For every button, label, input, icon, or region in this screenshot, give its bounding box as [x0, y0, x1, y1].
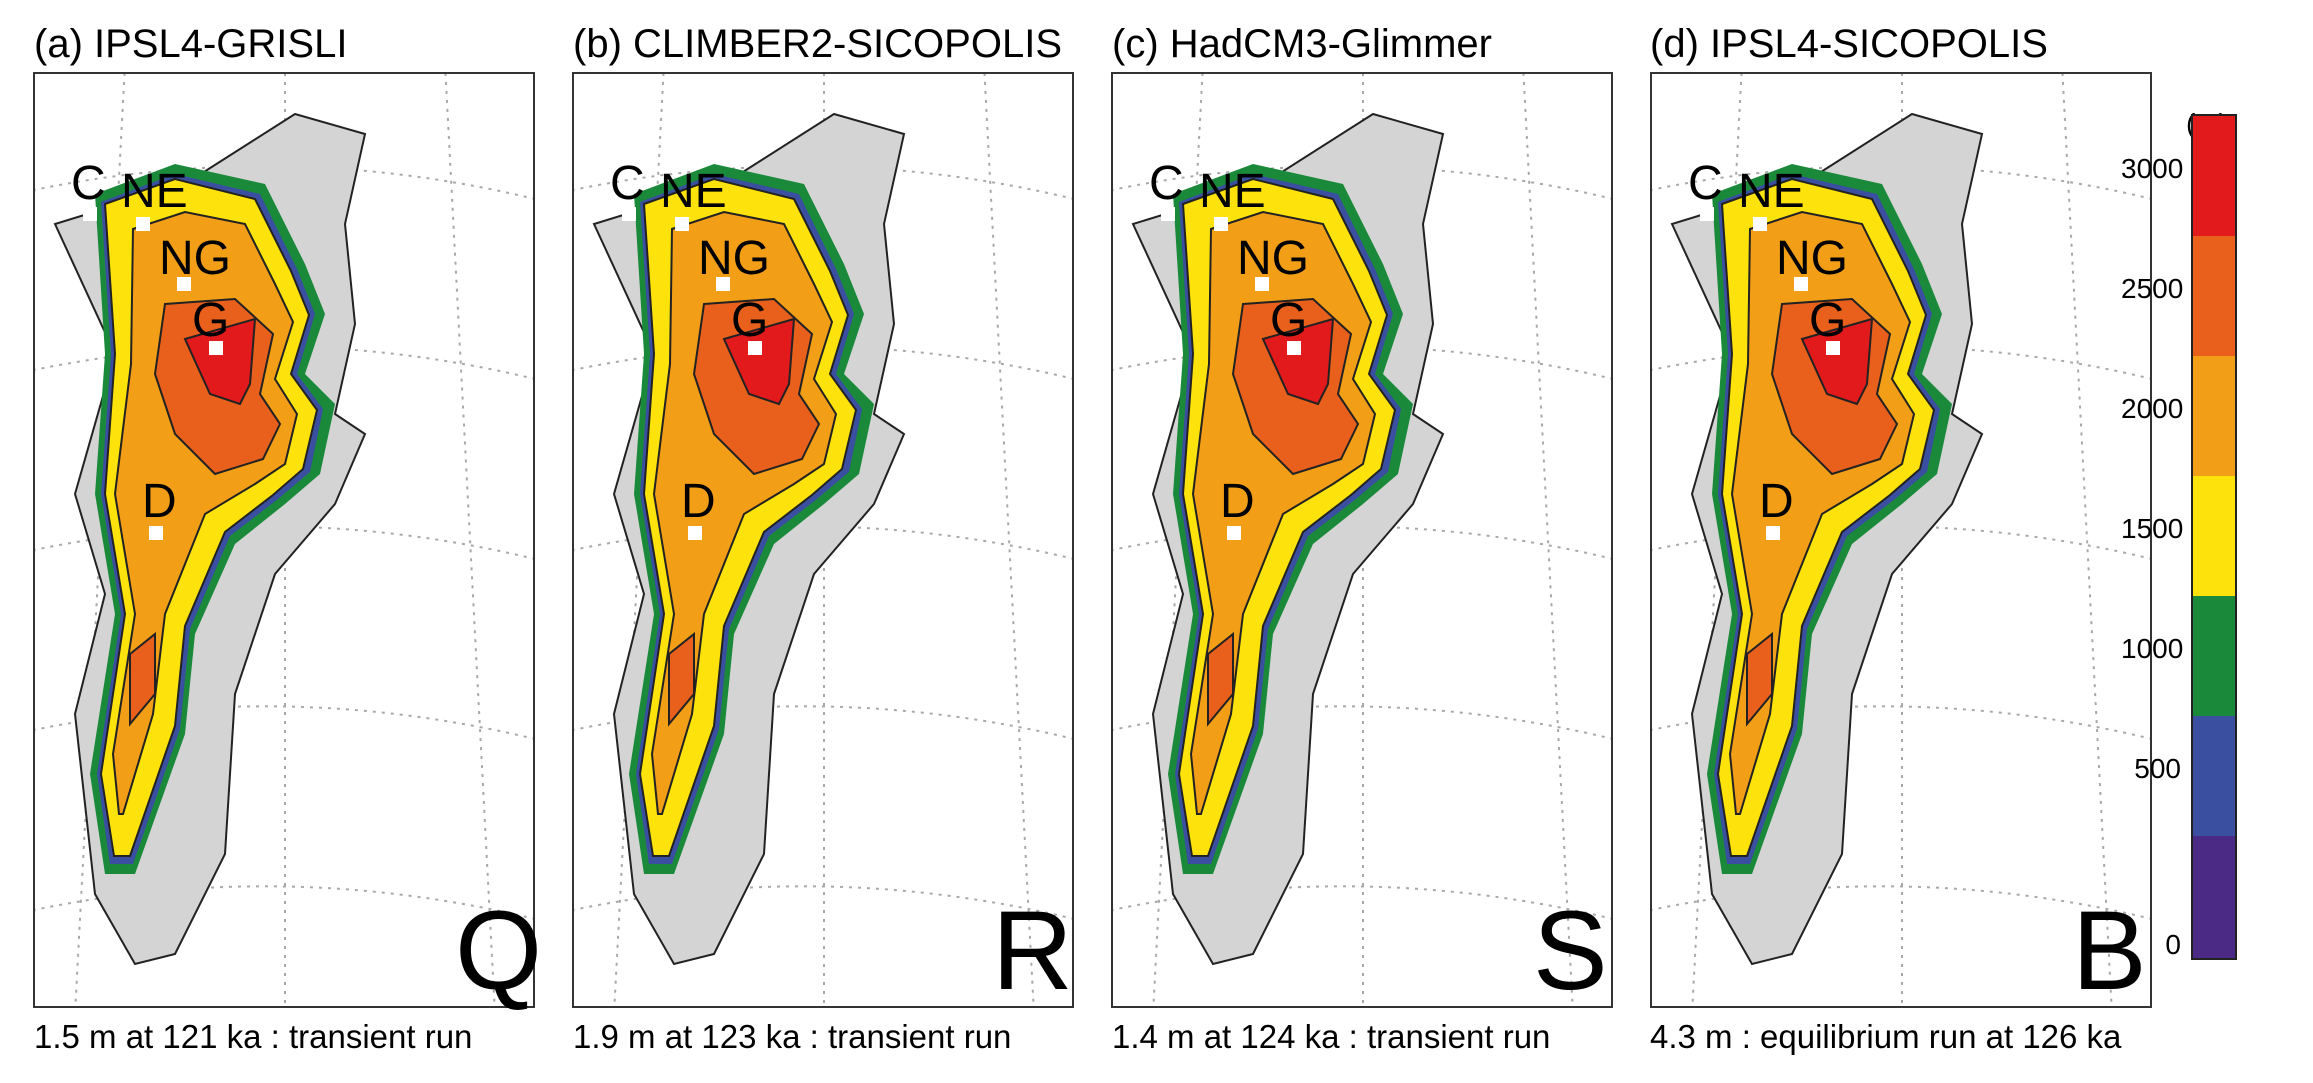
panel-caption: 4.3 m : equilibrium run at 126 ka — [1650, 1018, 2122, 1055]
site-label-g: G — [1809, 294, 1846, 347]
site-label-d: D — [142, 475, 177, 528]
map-frame: C NE NG G D — [1111, 72, 1613, 1008]
site-label-ne: NE — [660, 165, 727, 218]
ice-sheet-map: C NE NG G D — [1652, 74, 2150, 1006]
colorbar-tick-2500: 2500 — [2121, 273, 2184, 304]
site-label-d: D — [1220, 475, 1255, 528]
colorbar-tick-0: 0 — [2165, 929, 2181, 960]
panel-caption: 1.9 m at 123 ka : transient run — [573, 1018, 1012, 1055]
colorbar-tick-500: 500 — [2134, 753, 2181, 784]
site-label-c: C — [1149, 157, 1184, 210]
ice-sheet-map: C NE NG G D — [574, 74, 1072, 1006]
map-frame: C NE NG G D — [33, 72, 535, 1008]
site-label-d: D — [681, 475, 716, 528]
site-label-c: C — [1688, 157, 1723, 210]
site-label-ng: NG — [1237, 232, 1309, 285]
site-label-c: C — [71, 157, 106, 210]
colorbar-tick-3000: 3000 — [2121, 153, 2184, 184]
panel-caption: 1.4 m at 124 ka : transient run — [1112, 1018, 1551, 1055]
colorbar — [2191, 114, 2237, 960]
colorbar-tick-1000: 1000 — [2121, 633, 2184, 664]
panel-caption: 1.5 m at 121 ka : transient run — [34, 1018, 473, 1055]
ice-sheet-map: C NE NG G D — [35, 74, 533, 1006]
site-label-ne: NE — [121, 165, 188, 218]
panel-title: (a) IPSL4-GRISLI — [34, 22, 348, 66]
map-frame: C NE NG G D — [572, 72, 1074, 1008]
panel-letter: B — [2072, 888, 2147, 1013]
site-label-d: D — [1759, 475, 1794, 528]
colorbar-tick-2000: 2000 — [2121, 393, 2184, 424]
site-label-ne: NE — [1738, 165, 1805, 218]
panel-letter: S — [1533, 888, 1608, 1013]
site-label-c: C — [610, 157, 645, 210]
map-frame: C NE NG G D — [1650, 72, 2152, 1008]
site-label-ne: NE — [1199, 165, 1266, 218]
panel-title: (b) CLIMBER2-SICOPOLIS — [573, 22, 1063, 66]
panel-title: (d) IPSL4-SICOPOLIS — [1650, 22, 2048, 66]
site-label-g: G — [192, 294, 229, 347]
panel-letter: Q — [455, 888, 543, 1013]
panel-title: (c) HadCM3-Glimmer — [1112, 22, 1492, 66]
ice-sheet-map: C NE NG G D — [1113, 74, 1611, 1006]
site-label-g: G — [731, 294, 768, 347]
site-label-ng: NG — [159, 232, 231, 285]
colorbar-bands — [2193, 116, 2235, 958]
panel-letter: R — [992, 888, 1073, 1013]
colorbar-tick-1500: 1500 — [2121, 513, 2184, 544]
site-label-g: G — [1270, 294, 1307, 347]
site-label-ng: NG — [1776, 232, 1848, 285]
site-label-ng: NG — [698, 232, 770, 285]
